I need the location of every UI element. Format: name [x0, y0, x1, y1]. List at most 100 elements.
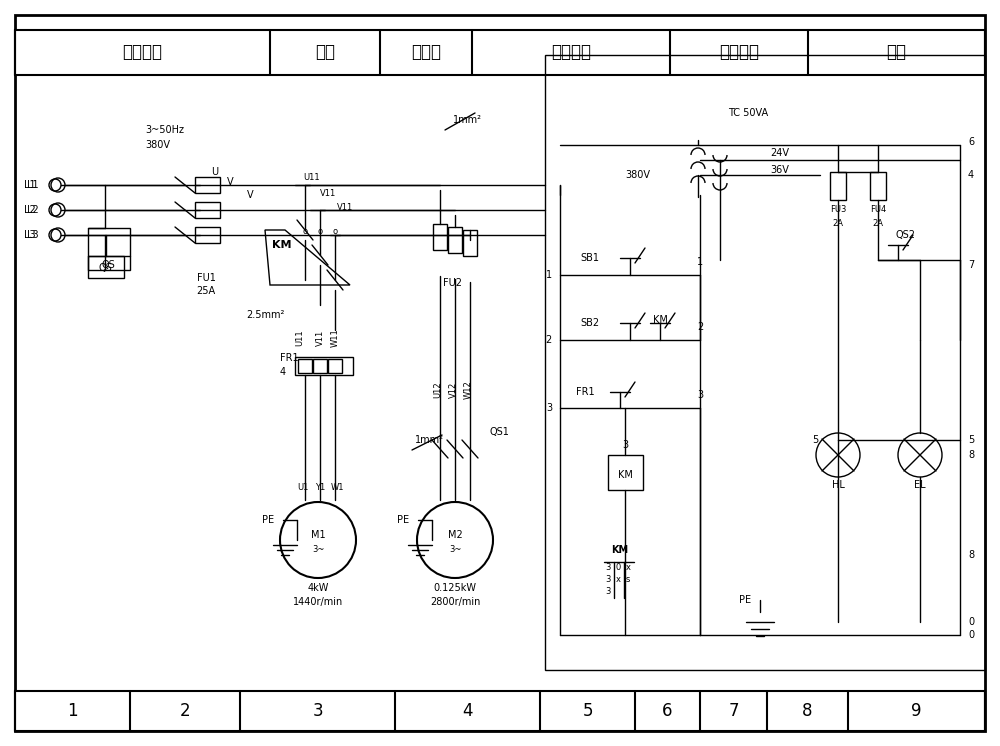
Bar	[15, 30, 985, 75]
Bar	[463, 230, 477, 256]
Text: FU2: FU2	[442, 278, 462, 288]
Text: U: U	[211, 167, 219, 177]
Text: L2: L2	[27, 205, 39, 215]
Text: 1: 1	[546, 270, 552, 280]
Bar	[295, 357, 353, 375]
Text: 3: 3	[605, 563, 611, 572]
Text: 2: 2	[180, 702, 190, 720]
Bar	[448, 227, 462, 253]
Text: 2800r/min: 2800r/min	[430, 597, 480, 607]
Bar	[830, 172, 846, 200]
Text: FU3: FU3	[830, 205, 846, 215]
Bar	[195, 177, 220, 193]
Text: 主轴: 主轴	[315, 43, 335, 61]
Text: KM: KM	[653, 315, 667, 325]
Text: 380V: 380V	[145, 140, 170, 150]
Text: 1: 1	[67, 702, 78, 720]
Text: x: x	[616, 575, 620, 585]
Text: 24V: 24V	[770, 148, 790, 158]
Text: 4: 4	[462, 702, 473, 720]
Text: 3: 3	[312, 702, 323, 720]
Text: 8: 8	[968, 550, 974, 560]
Text: 4kW: 4kW	[307, 583, 329, 593]
Text: 36V: 36V	[771, 165, 789, 175]
Text: SB2: SB2	[580, 318, 600, 328]
Text: V: V	[227, 177, 233, 187]
Text: L3: L3	[27, 230, 39, 240]
Text: 冷却泵: 冷却泵	[411, 43, 441, 61]
Text: 8: 8	[968, 450, 974, 460]
Text: s: s	[626, 575, 630, 585]
Text: 2.5mm²: 2.5mm²	[246, 310, 284, 320]
Text: FR1: FR1	[576, 387, 594, 397]
Text: QS1: QS1	[490, 427, 510, 437]
Text: L3: L3	[24, 230, 36, 240]
Bar	[545, 55, 985, 670]
Text: 2A: 2A	[832, 219, 844, 228]
Text: o: o	[332, 228, 338, 236]
Text: FU4: FU4	[870, 205, 886, 215]
Text: V11: V11	[316, 330, 324, 346]
Text: V: V	[247, 190, 253, 200]
Text: 照明: 照明	[887, 43, 906, 61]
Text: Y1: Y1	[315, 483, 325, 492]
Text: 3: 3	[546, 403, 552, 413]
Text: o: o	[302, 228, 308, 236]
Bar	[298, 359, 312, 373]
Text: 4: 4	[280, 367, 286, 377]
Text: 0.125kW: 0.125kW	[434, 583, 477, 593]
Text: V11: V11	[337, 202, 353, 212]
Bar	[88, 256, 124, 278]
Text: U1: U1	[297, 483, 309, 492]
Text: HL: HL	[832, 480, 844, 490]
Text: TC 50VA: TC 50VA	[728, 108, 768, 118]
Text: M2: M2	[448, 530, 462, 540]
Text: U11: U11	[303, 174, 320, 183]
Text: V12: V12	[448, 382, 458, 398]
Text: FU1: FU1	[197, 273, 215, 283]
Text: 5: 5	[968, 435, 974, 445]
Text: V11: V11	[320, 189, 336, 198]
Text: 2: 2	[697, 322, 703, 332]
Text: 7: 7	[968, 260, 974, 270]
Text: KM: KM	[272, 240, 292, 250]
Text: 4: 4	[968, 170, 974, 180]
Text: L1: L1	[27, 180, 39, 190]
Text: QS: QS	[98, 263, 112, 273]
Text: U12: U12	[434, 382, 442, 398]
Text: 6: 6	[662, 702, 673, 720]
Text: 电源指示: 电源指示	[719, 43, 759, 61]
Bar	[88, 228, 130, 270]
Text: 3: 3	[697, 390, 703, 400]
Text: 2A: 2A	[872, 219, 884, 228]
Text: 3: 3	[622, 440, 628, 450]
Text: 1: 1	[697, 257, 703, 267]
Bar	[313, 359, 327, 373]
Bar	[870, 172, 886, 200]
Text: 5: 5	[582, 702, 593, 720]
Text: QS2: QS2	[895, 230, 915, 240]
Text: 0: 0	[968, 630, 974, 640]
Bar	[433, 224, 447, 250]
Text: 3~: 3~	[312, 545, 324, 554]
Text: L1: L1	[24, 180, 36, 190]
Bar	[195, 202, 220, 218]
Text: 1440r/min: 1440r/min	[293, 597, 343, 607]
Text: 5: 5	[812, 435, 818, 445]
Text: 控制线路: 控制线路	[551, 43, 591, 61]
Text: 1mm²: 1mm²	[453, 115, 482, 125]
Text: PE: PE	[397, 515, 409, 525]
Text: 9: 9	[911, 702, 922, 720]
Text: 8: 8	[802, 702, 813, 720]
Text: 3: 3	[605, 575, 611, 585]
Text: PE: PE	[739, 595, 751, 605]
Text: W1: W1	[330, 483, 344, 492]
Text: 1mm²: 1mm²	[415, 435, 444, 445]
Text: W12: W12	[464, 380, 473, 399]
Text: SB1: SB1	[580, 253, 600, 263]
Text: EL: EL	[914, 480, 926, 490]
Text: M1: M1	[311, 530, 325, 540]
Text: 0: 0	[615, 563, 621, 572]
Text: 电源开关: 电源开关	[122, 43, 162, 61]
Text: 25A: 25A	[196, 286, 216, 296]
